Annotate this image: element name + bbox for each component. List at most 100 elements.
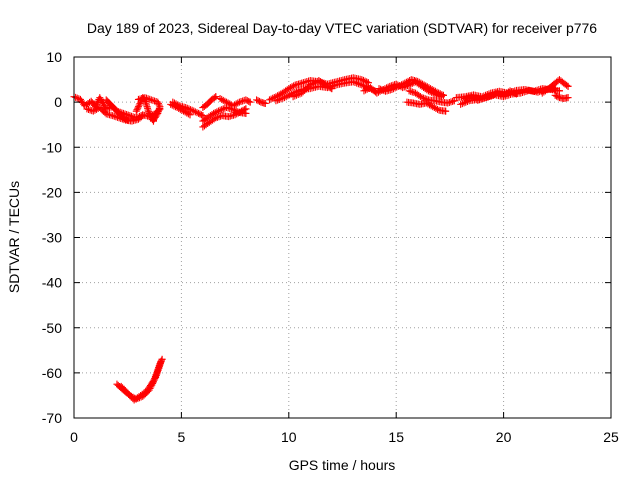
data-point bbox=[418, 94, 426, 102]
data-point bbox=[122, 115, 130, 123]
data-point bbox=[101, 109, 109, 117]
data-series-sdtvar bbox=[70, 74, 572, 404]
data-point bbox=[216, 106, 224, 114]
data-point bbox=[354, 80, 362, 88]
data-point bbox=[293, 91, 301, 99]
data-point bbox=[360, 87, 368, 95]
data-point bbox=[328, 85, 336, 93]
data-point bbox=[151, 97, 159, 105]
data-point bbox=[487, 92, 495, 100]
y-tick-label: -50 bbox=[42, 320, 62, 336]
data-point bbox=[168, 101, 176, 109]
data-point bbox=[434, 105, 442, 113]
data-point bbox=[326, 84, 334, 92]
data-point bbox=[146, 95, 154, 103]
data-point bbox=[351, 78, 359, 86]
data-point bbox=[488, 91, 496, 99]
data-point bbox=[458, 100, 466, 108]
data-point bbox=[358, 81, 366, 89]
data-point bbox=[170, 102, 178, 110]
data-point bbox=[236, 108, 244, 116]
data-point bbox=[190, 107, 198, 115]
data-point bbox=[477, 95, 485, 103]
data-point bbox=[511, 89, 519, 97]
data-point bbox=[210, 115, 218, 123]
data-point bbox=[435, 89, 443, 97]
data-point bbox=[479, 95, 487, 103]
data-point bbox=[124, 116, 132, 124]
data-point bbox=[442, 107, 450, 115]
data-point bbox=[375, 85, 383, 93]
data-point bbox=[433, 88, 441, 96]
data-point bbox=[197, 111, 205, 119]
data-point bbox=[234, 99, 242, 107]
data-point bbox=[267, 95, 275, 103]
data-point bbox=[142, 94, 150, 102]
y-tick-label: -30 bbox=[42, 230, 62, 246]
data-point bbox=[112, 113, 120, 121]
data-point bbox=[362, 86, 370, 94]
axis-ticks bbox=[73, 56, 612, 419]
data-point bbox=[144, 95, 152, 103]
data-point bbox=[210, 94, 218, 102]
data-point bbox=[396, 82, 404, 90]
data-point bbox=[512, 90, 520, 98]
data-point bbox=[191, 108, 199, 116]
data-point bbox=[356, 80, 364, 88]
data-point bbox=[291, 92, 299, 100]
data-point bbox=[462, 98, 470, 106]
data-point bbox=[475, 96, 483, 104]
data-point bbox=[457, 100, 465, 108]
data-point bbox=[139, 112, 147, 120]
data-point bbox=[290, 82, 298, 90]
data-point bbox=[110, 112, 118, 120]
data-point bbox=[555, 87, 563, 95]
x-tick-label: 5 bbox=[178, 429, 186, 445]
data-point bbox=[483, 93, 491, 101]
data-point bbox=[141, 94, 149, 102]
data-point bbox=[390, 85, 398, 93]
data-point bbox=[235, 98, 243, 106]
x-tick-label: 15 bbox=[388, 429, 404, 445]
data-point bbox=[490, 90, 498, 98]
y-tick-label: -20 bbox=[42, 184, 62, 200]
data-point bbox=[408, 88, 416, 96]
data-point bbox=[498, 91, 506, 99]
data-point bbox=[353, 79, 361, 87]
data-point bbox=[420, 94, 428, 102]
data-point bbox=[506, 87, 514, 95]
y-axis-label: SDTVAR / TECUs bbox=[6, 181, 22, 293]
data-point bbox=[212, 93, 220, 101]
data-point bbox=[394, 82, 402, 90]
data-point bbox=[134, 103, 142, 111]
data-point bbox=[294, 91, 302, 99]
data-point bbox=[246, 98, 254, 106]
data-point bbox=[438, 91, 446, 99]
data-point bbox=[147, 96, 155, 104]
data-point bbox=[242, 105, 250, 113]
data-point bbox=[149, 96, 157, 104]
data-point bbox=[72, 93, 80, 101]
y-tick-label: -10 bbox=[42, 139, 62, 155]
y-tick-label: -40 bbox=[42, 275, 62, 291]
x-tick-label: 25 bbox=[603, 429, 619, 445]
data-point bbox=[447, 98, 455, 106]
data-point bbox=[184, 110, 192, 118]
data-point bbox=[485, 92, 493, 100]
data-point bbox=[563, 81, 571, 89]
data-point bbox=[132, 107, 140, 115]
data-point bbox=[509, 88, 517, 96]
data-point bbox=[154, 100, 162, 108]
data-point bbox=[410, 89, 418, 97]
grid-lines bbox=[74, 57, 611, 418]
data-point bbox=[508, 88, 516, 96]
data-point bbox=[391, 84, 399, 92]
data-point bbox=[240, 106, 248, 114]
data-point bbox=[151, 375, 159, 383]
data-point bbox=[193, 109, 201, 117]
data-point bbox=[398, 81, 406, 89]
data-point bbox=[145, 109, 153, 117]
y-tick-labels: 10 0 -10 -20 -30 -40 -50 -60 -70 bbox=[42, 49, 62, 426]
data-point bbox=[493, 89, 501, 97]
